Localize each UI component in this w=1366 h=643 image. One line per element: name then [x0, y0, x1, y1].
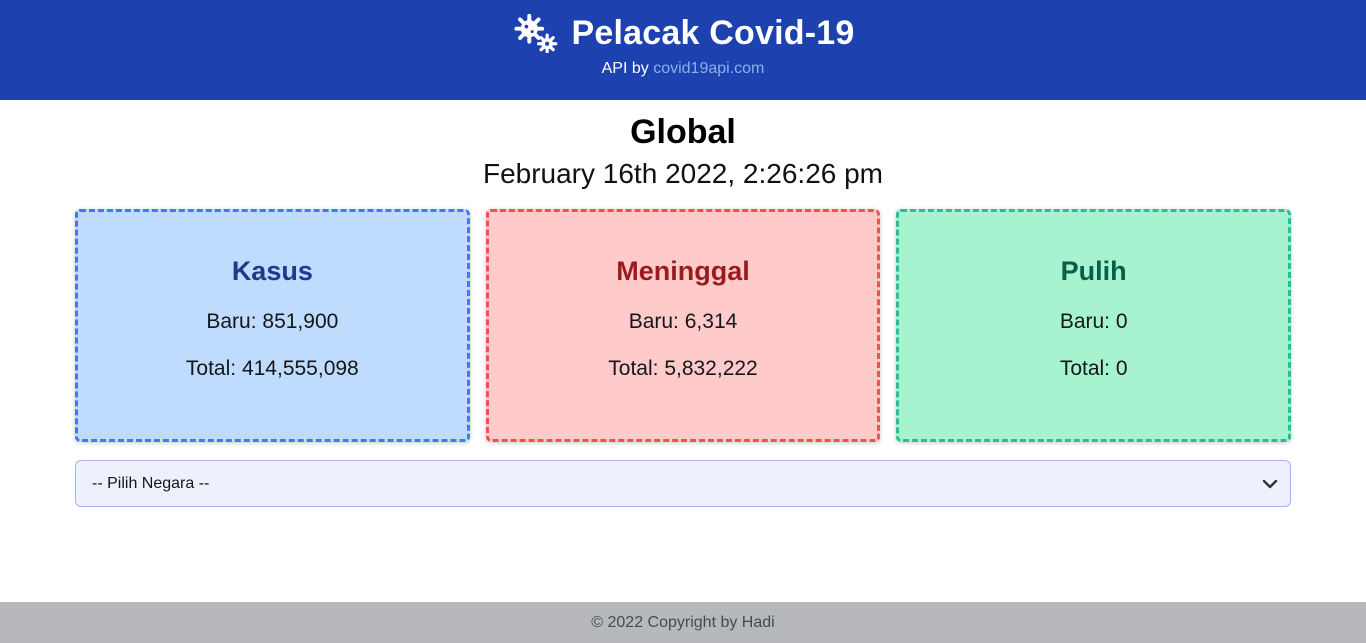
- card-kasus-new: Baru: 851,900: [206, 310, 339, 333]
- main-content: Global February 16th 2022, 2:26:26 pm Ka…: [0, 100, 1366, 602]
- card-pulih-total: Total: 0: [1059, 357, 1128, 380]
- app-footer: © 2022 Copyright by Hadi: [0, 602, 1366, 643]
- card-meninggal-total-value: 5,832,222: [664, 357, 758, 380]
- stat-cards-row: Kasus Baru: 851,900 Total: 414,555,098 M…: [75, 209, 1292, 442]
- api-link[interactable]: covid19api.com: [653, 60, 765, 77]
- viruses-icon: [512, 13, 558, 53]
- app-title: Pelacak Covid-19: [571, 13, 855, 52]
- card-kasus-total: Total: 414,555,098: [185, 357, 359, 380]
- country-select-row: -- Pilih Negara --: [75, 460, 1291, 507]
- card-kasus-total-value: 414,555,098: [241, 357, 359, 380]
- app-header: Pelacak Covid-19 API by covid19api.com: [0, 0, 1366, 100]
- header-subtitle: API by covid19api.com: [0, 60, 1366, 78]
- card-kasus: Kasus Baru: 851,900 Total: 414,555,098: [75, 209, 470, 442]
- country-select[interactable]: -- Pilih Negara --: [75, 460, 1291, 507]
- card-meninggal-title: Meninggal: [616, 256, 750, 286]
- card-pulih-total-value: 0: [1115, 357, 1128, 380]
- card-meninggal-new: Baru: 6,314: [628, 310, 738, 333]
- card-meninggal-new-value: 6,314: [684, 310, 738, 333]
- scope-title: Global: [630, 113, 736, 151]
- card-kasus-new-value: 851,900: [262, 310, 339, 333]
- card-pulih: Pulih Baru: 0 Total: 0: [896, 209, 1292, 442]
- footer-text: © 2022 Copyright by Hadi: [591, 613, 775, 631]
- card-meninggal: Meninggal Baru: 6,314 Total: 5,832,222: [485, 209, 881, 442]
- card-meninggal-total: Total: 5,832,222: [608, 357, 758, 380]
- subtitle-prefix: API by: [601, 60, 649, 77]
- card-kasus-title: Kasus: [231, 256, 313, 286]
- card-pulih-title: Pulih: [1060, 256, 1127, 286]
- datetime-text: February 16th 2022, 2:26:26 pm: [482, 158, 884, 189]
- card-pulih-new: Baru: 0: [1059, 310, 1128, 333]
- card-pulih-new-value: 0: [1115, 310, 1128, 333]
